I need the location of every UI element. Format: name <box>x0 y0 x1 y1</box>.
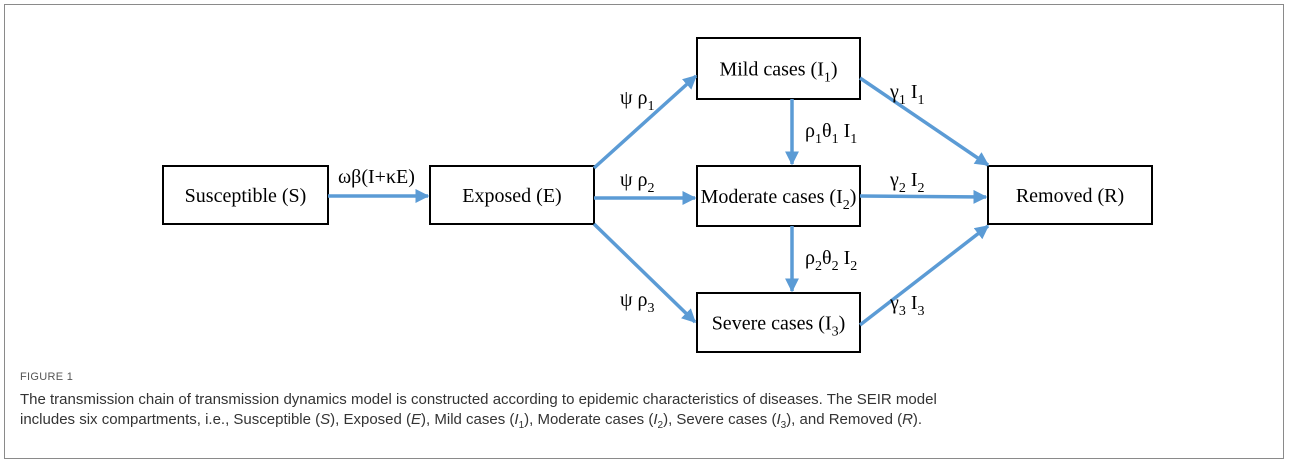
edge-label: ψ ρ3 <box>620 289 655 316</box>
node-label: Severe cases (I3) <box>712 313 846 340</box>
label-text: γ <box>889 81 899 103</box>
subscript: 3 <box>899 304 906 319</box>
label-text: ) <box>839 313 846 335</box>
caption-text: ). <box>912 411 923 428</box>
node-box <box>429 165 595 225</box>
edge-label: ψ ρ1 <box>620 87 655 114</box>
arrow <box>858 224 990 327</box>
subscript: 1 <box>824 71 831 86</box>
arrow <box>592 222 697 324</box>
caption-text: ), Moderate cases ( <box>524 411 654 428</box>
edge-label: ψ ρ2 <box>620 169 655 196</box>
caption-text: ), Severe cases ( <box>663 411 777 428</box>
node-label: Mild cases (I1) <box>719 59 837 86</box>
subscript: 3 <box>918 304 925 319</box>
label-text: I <box>906 292 918 314</box>
italic-text: I <box>653 411 658 428</box>
label-text: ψ ρ <box>620 87 648 109</box>
label-text: Mild cases (I <box>719 59 823 81</box>
italic-text: S <box>320 411 331 428</box>
arrow <box>859 189 988 204</box>
diagram: Susceptible (S) Exposed (E)Mild cases (I1… <box>162 37 1153 353</box>
italic-text: E <box>411 411 422 428</box>
label-text: ) <box>850 186 857 208</box>
label-text: Removed (R) <box>1016 185 1124 207</box>
label-text: Susceptible (S) <box>185 185 307 207</box>
label-text: ψ ρ <box>620 289 648 311</box>
subscript: 2 <box>815 259 822 274</box>
caption-line: The transmission chain of transmission d… <box>20 391 937 408</box>
italic-text: I <box>776 411 781 428</box>
label-text: Moderate cases (I <box>701 186 843 208</box>
subscript: 3 <box>832 325 839 340</box>
node-label: Susceptible (S) <box>185 185 307 207</box>
italic-text: R <box>902 411 913 428</box>
label-text: γ <box>889 169 899 191</box>
subscript: 2 <box>899 181 906 196</box>
caption-text: includes six compartments, i.e., Suscept… <box>20 411 321 428</box>
label-text: θ <box>822 120 832 142</box>
label-text: ) <box>831 59 838 81</box>
subscript: 1 <box>918 93 925 108</box>
label-text: I <box>906 81 918 103</box>
node-box <box>162 165 329 225</box>
figure-frame <box>4 4 1284 459</box>
node-box <box>987 165 1153 225</box>
label-text: ψ ρ <box>620 169 648 191</box>
label-text: I <box>839 247 851 269</box>
label-text: Exposed (E) <box>462 185 561 207</box>
edge-label: γ1 I1 <box>889 81 925 108</box>
label-text: θ <box>822 247 832 269</box>
label-text: ρ <box>805 247 815 269</box>
edge-label: ρ1θ1 I1 <box>805 120 857 147</box>
subscript: 1 <box>518 420 525 431</box>
caption-text: ), Mild cases ( <box>421 411 515 428</box>
subscript: 2 <box>843 198 850 213</box>
node-label: Moderate cases (I2) <box>701 186 857 213</box>
italic-text: I <box>514 411 519 428</box>
arrow <box>859 76 990 167</box>
edge-label: ρ2θ2 I2 <box>805 247 857 274</box>
arrow <box>592 74 698 170</box>
subscript: 2 <box>832 259 839 274</box>
subscript: 3 <box>648 301 655 316</box>
node-box <box>696 292 861 353</box>
subscript: 3 <box>780 420 787 431</box>
label-text: I <box>906 169 918 191</box>
subscript: 1 <box>850 132 857 147</box>
subscript: 1 <box>648 99 655 114</box>
subscript: 2 <box>918 181 925 196</box>
subscript: 2 <box>657 420 664 431</box>
label-text: ρ <box>805 120 815 142</box>
label-text: ωβ(I+κE) <box>338 166 415 188</box>
subscript: 1 <box>832 132 839 147</box>
caption-text: The transmission chain of transmission d… <box>20 391 937 408</box>
node-label: Exposed (E) <box>462 185 561 207</box>
label-text: γ <box>889 292 899 314</box>
caption-line: includes six compartments, i.e., Suscept… <box>20 411 922 431</box>
subscript: 2 <box>850 259 857 274</box>
caption-text: ), Exposed ( <box>330 411 412 428</box>
caption-text: ), and Removed ( <box>786 411 903 428</box>
label-text: I <box>839 120 851 142</box>
subscript: 1 <box>815 132 822 147</box>
edge-label: γ3 I3 <box>889 292 925 319</box>
node-label: Removed (R) <box>1016 185 1124 207</box>
subscript: 1 <box>899 93 906 108</box>
figure-label: FIGURE 1 <box>20 371 74 383</box>
edge-label: ωβ(I+κE) <box>338 166 415 188</box>
edge-label: γ2 I2 <box>889 169 925 196</box>
label-text: Severe cases (I <box>712 313 832 335</box>
subscript: 2 <box>648 181 655 196</box>
node-box <box>696 37 861 100</box>
